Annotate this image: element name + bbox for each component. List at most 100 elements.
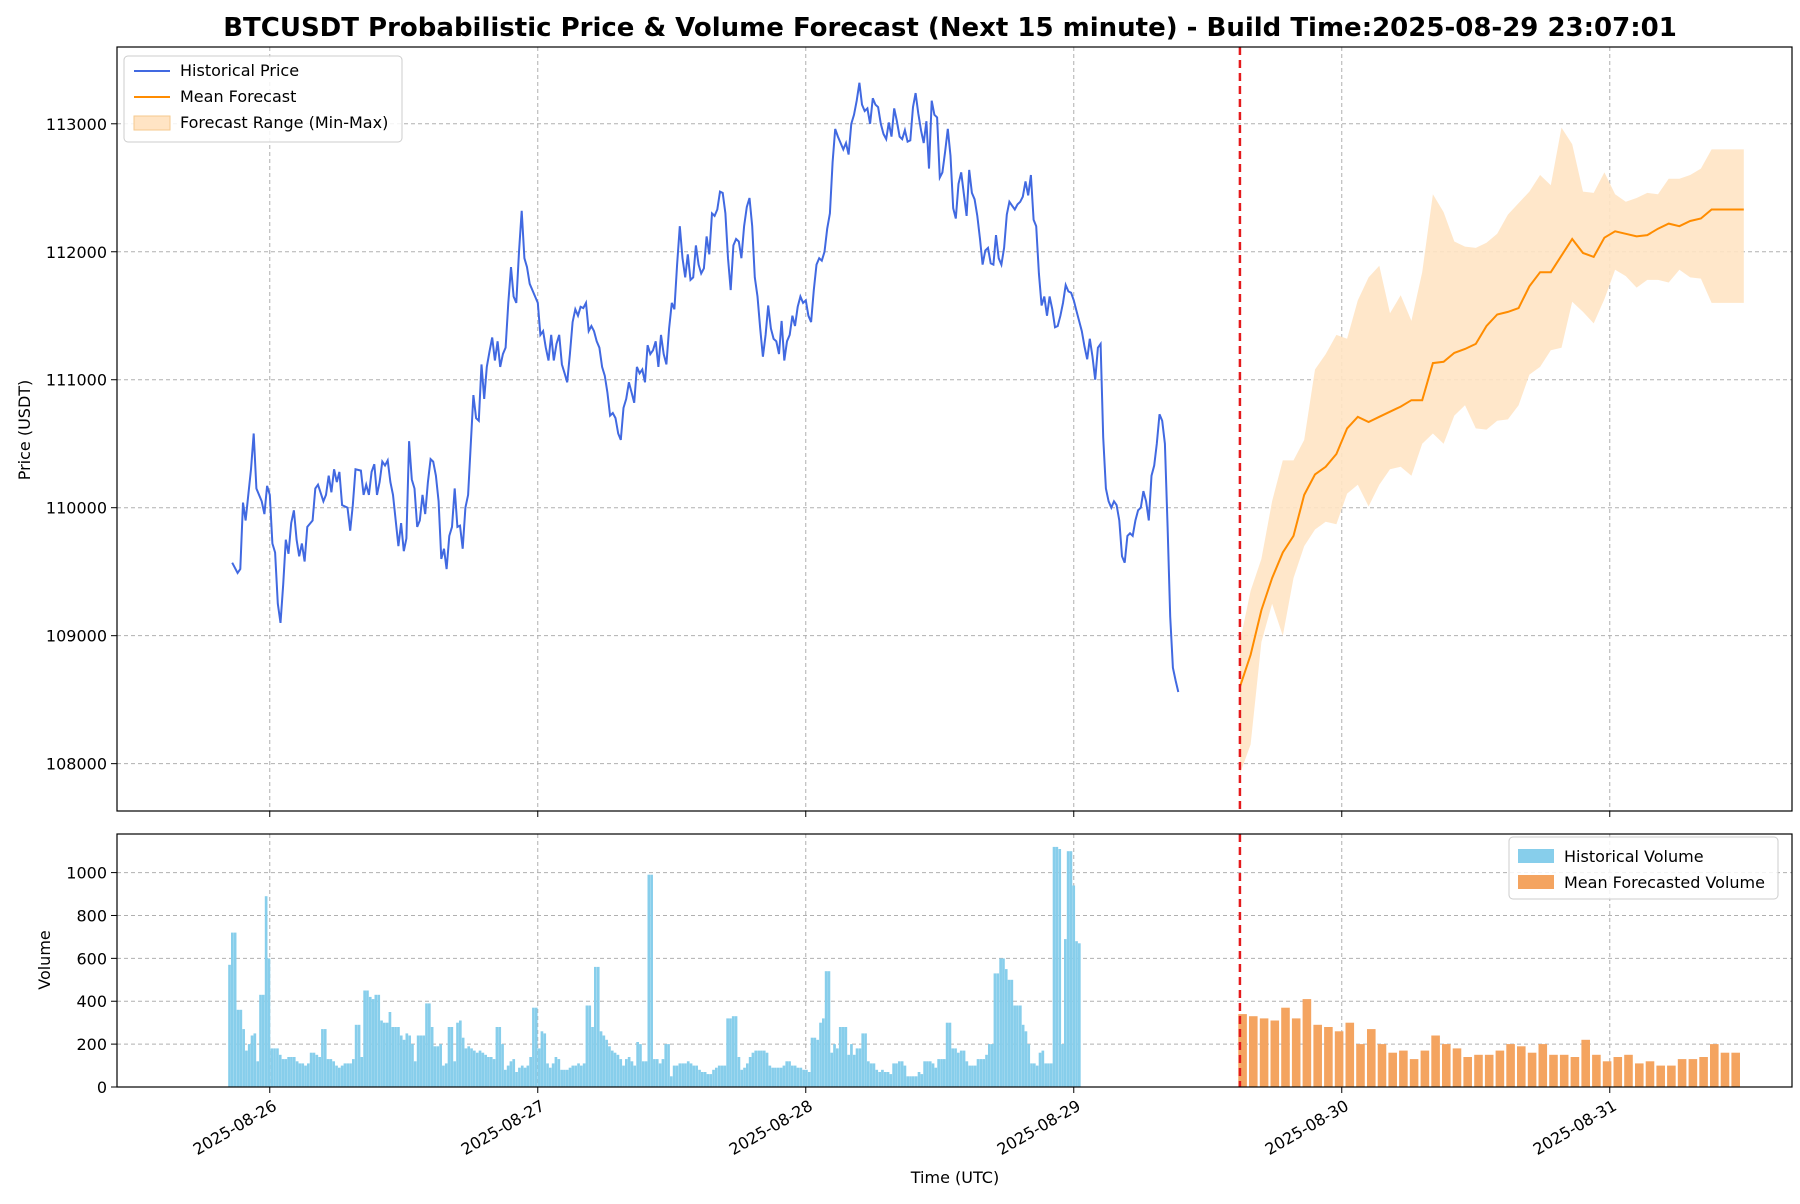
historical-volume-bar xyxy=(228,964,231,1087)
historical-volume-bar xyxy=(1030,1063,1033,1087)
historical-volume-bar xyxy=(608,1046,611,1087)
historical-volume-bar xyxy=(785,1061,789,1087)
legend-mean-forecast: Mean Forecast xyxy=(180,87,296,106)
historical-volume-bar xyxy=(945,1022,949,1087)
forecast-volume-bar xyxy=(1442,1044,1451,1087)
historical-volume-bar xyxy=(900,1061,904,1087)
historical-volume-bar xyxy=(259,994,262,1087)
historical-volume-bar xyxy=(450,1027,454,1087)
forecast-volume-bar xyxy=(1259,1018,1269,1087)
historical-volume-bar xyxy=(470,1048,473,1087)
historical-volume-bar xyxy=(658,1063,662,1087)
historical-volume-bar xyxy=(292,1057,296,1087)
forecast-volume-bar xyxy=(1356,1044,1365,1087)
legend-forecast-volume: Mean Forecasted Volume xyxy=(1564,873,1765,892)
historical-volume-bar xyxy=(616,1054,620,1087)
forecast-volume-bar xyxy=(1613,1057,1623,1087)
forecast-volume-bar xyxy=(1463,1057,1472,1087)
historical-volume-bar xyxy=(329,1059,333,1087)
historical-volume-bar xyxy=(580,1065,583,1087)
historical-volume-bar xyxy=(807,1072,811,1087)
historical-volume-bar xyxy=(765,1052,769,1087)
historical-volume-bar xyxy=(799,1067,803,1087)
historical-volume-bar xyxy=(1019,1005,1022,1087)
historical-volume-bar xyxy=(653,1059,656,1087)
historical-volume-bar xyxy=(1027,1044,1031,1087)
historical-volume-bar xyxy=(641,1061,645,1087)
historical-volume-bar xyxy=(456,1022,459,1087)
historical-volume-bar xyxy=(512,1059,516,1087)
historical-volume-bar xyxy=(630,1061,634,1087)
historical-volume-bar xyxy=(810,1037,814,1087)
historical-volume-bar xyxy=(529,1057,532,1087)
historical-volume-bar xyxy=(698,1069,701,1087)
historical-volume-bar xyxy=(489,1057,493,1087)
historical-volume-bar xyxy=(433,1046,437,1087)
historical-volume-bar xyxy=(565,1069,569,1087)
historical-volume-bar xyxy=(582,1063,586,1087)
historical-volume-bar xyxy=(323,1029,327,1087)
historical-volume-bar xyxy=(360,1057,364,1087)
historical-volume-bar xyxy=(380,1020,383,1087)
historical-volume-bar xyxy=(844,1027,848,1087)
historical-volume-bar xyxy=(276,1048,279,1087)
historical-volume-bar xyxy=(422,1035,426,1087)
forecast-volume-bar xyxy=(1624,1054,1633,1087)
historical-volume-bar xyxy=(338,1067,341,1087)
volume-y-tick-label: 800 xyxy=(76,906,107,925)
forecast-volume-bar xyxy=(1302,999,1312,1087)
forecast-volume-bar xyxy=(1281,1007,1290,1087)
historical-volume-bar xyxy=(1024,1031,1028,1087)
forecast-volume-bar xyxy=(1592,1054,1601,1087)
historical-volume-bar xyxy=(976,1059,980,1087)
historical-volume-bar xyxy=(940,1059,943,1087)
historical-volume-bar xyxy=(762,1050,766,1087)
historical-volume-bar xyxy=(332,1061,335,1087)
historical-volume-bar xyxy=(903,1065,907,1087)
historical-volume-bar xyxy=(982,1059,986,1087)
historical-volume-bar xyxy=(239,1009,243,1087)
historical-volume-bar xyxy=(411,1044,414,1087)
historical-volume-bar xyxy=(413,1061,417,1087)
historical-volume-bar xyxy=(546,1063,549,1087)
historical-volume-bar xyxy=(428,1003,431,1087)
historical-volume-bar xyxy=(391,1027,395,1087)
historical-volume-bar xyxy=(596,966,600,1087)
forecast-volume-bar xyxy=(1399,1050,1408,1087)
x-tick-label: 2025-08-31 xyxy=(1530,1096,1620,1159)
historical-volume-bar xyxy=(281,1059,285,1087)
historical-volume-bar xyxy=(247,1044,251,1087)
historical-volume-bar xyxy=(729,1018,732,1087)
historical-volume-bar xyxy=(1007,979,1011,1087)
historical-volume-bar xyxy=(965,1061,969,1087)
historical-volume-bar xyxy=(686,1061,690,1087)
historical-volume-bar xyxy=(914,1076,918,1087)
historical-volume-bar xyxy=(366,990,369,1087)
historical-volume-bar xyxy=(1013,1005,1016,1087)
historical-volume-bar xyxy=(467,1046,471,1087)
price-y-tick-label: 110000 xyxy=(46,499,107,518)
historical-volume-bar xyxy=(256,1061,260,1087)
historical-volume-bar xyxy=(461,1037,465,1087)
historical-volume-bar xyxy=(374,994,378,1087)
historical-volume-bar xyxy=(923,1061,926,1087)
historical-volume-bar xyxy=(284,1059,288,1087)
historical-volume-bar xyxy=(746,1063,749,1087)
historical-volume-bar xyxy=(487,1057,490,1087)
historical-volume-bar xyxy=(1049,1063,1053,1087)
forecast-volume-bar xyxy=(1345,1022,1355,1087)
historical-volume-bar xyxy=(833,1044,836,1087)
historical-volume-bar xyxy=(270,1048,274,1087)
historical-volume-bar xyxy=(534,1007,538,1087)
historical-volume-bar xyxy=(650,874,653,1087)
historical-volume-bar xyxy=(594,966,597,1087)
historical-volume-bar xyxy=(377,994,381,1087)
historical-volume-bar xyxy=(368,996,372,1087)
historical-volume-bar xyxy=(475,1052,479,1087)
historical-volume-bar xyxy=(245,1050,248,1087)
forecast-volume-bar xyxy=(1291,1018,1301,1087)
historical-volume-bar xyxy=(906,1076,910,1087)
historical-volume-bar xyxy=(771,1067,774,1087)
